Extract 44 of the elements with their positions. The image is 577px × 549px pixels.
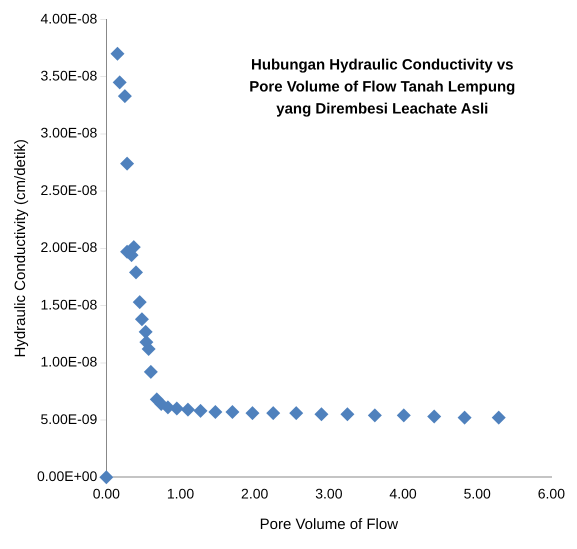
- point: [144, 364, 158, 379]
- y-tick-label: 4.00E-08: [40, 10, 98, 26]
- y-tick-label: 1.00E-08: [40, 354, 98, 370]
- x-tick-label: 3.00: [315, 485, 343, 502]
- y-tick-label: 3.00E-08: [40, 124, 98, 141]
- y-tick-label: 1.50E-08: [40, 296, 98, 312]
- y-axis-title: Hydraulic Conductivity (cm/detik): [12, 139, 30, 358]
- y-tick-label: 0.00E+00: [36, 468, 98, 484]
- point: [118, 89, 132, 104]
- point: [314, 407, 328, 422]
- y-tick-label: 3.50E-08: [40, 67, 98, 84]
- point: [368, 408, 382, 422]
- point: [266, 406, 280, 420]
- x-axis-title: Pore Volume of Flow: [260, 516, 398, 534]
- text: Hubungan Hydraulic Conductivity vs Pore Volume of Flow Tanah Lempung yang Dirembesi Leachate Asli: [249, 56, 516, 118]
- point: [458, 410, 472, 425]
- point: [132, 295, 147, 310]
- point: [208, 404, 222, 419]
- point: [170, 402, 184, 416]
- x-tick-label: 6.00: [538, 485, 566, 502]
- point: [99, 470, 114, 484]
- y-tick-label: 2.00E-08: [40, 239, 98, 256]
- x-tick-label: 1.00: [166, 485, 194, 502]
- x-tick-label: 2.00: [241, 485, 269, 502]
- point: [492, 410, 506, 425]
- x-tick-label: 4.00: [389, 485, 417, 502]
- x-tick-label: 5.00: [464, 485, 492, 502]
- point: [112, 75, 127, 90]
- point: [129, 265, 144, 280]
- point: [396, 408, 411, 422]
- point: [110, 46, 124, 61]
- point: [180, 402, 195, 417]
- point: [225, 404, 240, 419]
- point: [120, 156, 134, 171]
- y-tick-label: 5.00E-09: [40, 410, 98, 427]
- point: [340, 407, 354, 422]
- point: [245, 406, 260, 420]
- point: [427, 410, 442, 424]
- x-tick-label: 0.00: [92, 485, 120, 502]
- point: [289, 406, 304, 420]
- y-tick-label: 2.50E-08: [40, 182, 98, 198]
- point: [194, 404, 208, 418]
- point: [134, 312, 149, 326]
- point: [138, 324, 153, 339]
